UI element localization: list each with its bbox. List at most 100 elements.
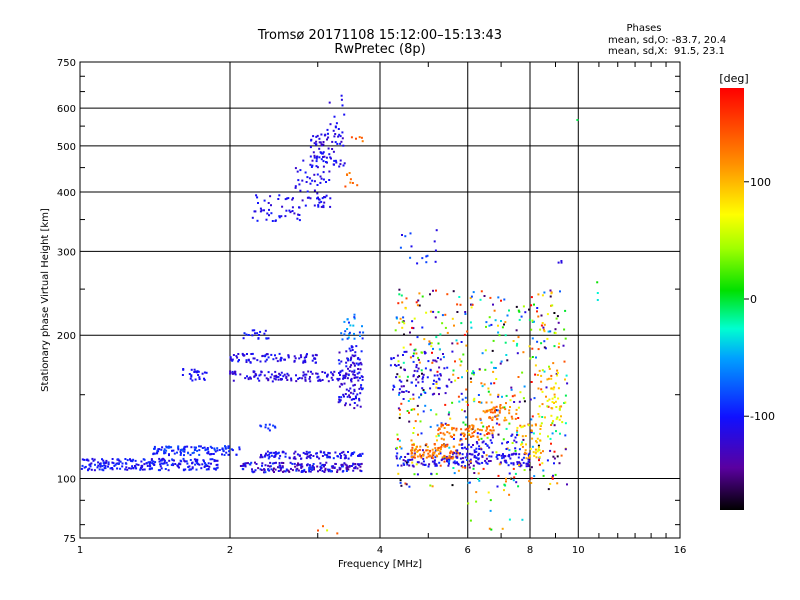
data-point (539, 439, 542, 442)
data-point (87, 468, 90, 471)
data-point (435, 413, 438, 416)
data-point (353, 337, 356, 340)
data-point (323, 451, 326, 454)
data-point (279, 374, 282, 376)
data-point (143, 463, 146, 466)
data-point (452, 437, 455, 440)
data-point (295, 468, 298, 471)
data-point (326, 529, 329, 532)
data-point (503, 323, 505, 326)
data-point (422, 463, 425, 466)
data-point (480, 401, 483, 404)
data-point (203, 460, 205, 463)
data-point (440, 437, 443, 440)
data-point (334, 462, 337, 465)
data-point (521, 425, 524, 428)
data-point (452, 369, 455, 372)
y-tick-label: 500 (57, 142, 76, 153)
data-point (354, 395, 357, 398)
data-point (261, 464, 263, 467)
data-point (317, 470, 319, 473)
data-point (358, 362, 361, 365)
data-point (407, 460, 410, 463)
data-point (316, 455, 318, 458)
data-point (299, 169, 302, 172)
data-point (413, 456, 416, 459)
data-point (548, 398, 551, 401)
data-point (184, 468, 187, 471)
data-point (185, 460, 188, 463)
data-point (316, 465, 319, 468)
data-point (566, 382, 569, 385)
data-point (502, 453, 504, 456)
data-point (444, 444, 447, 447)
data-point (554, 382, 557, 385)
data-point (322, 178, 325, 181)
data-point (400, 380, 403, 383)
data-point (435, 336, 438, 339)
data-point (396, 464, 399, 467)
data-point (360, 363, 363, 366)
data-point (541, 416, 544, 418)
data-point (125, 466, 128, 469)
data-point (495, 378, 498, 380)
data-point (301, 179, 304, 182)
data-point (392, 388, 394, 391)
data-point (410, 245, 413, 248)
data-point (506, 359, 509, 362)
data-point (273, 375, 276, 378)
data-point (302, 159, 305, 162)
data-point (293, 452, 296, 455)
data-point (404, 460, 407, 463)
data-point (171, 458, 174, 461)
data-point (495, 456, 498, 458)
data-point (445, 457, 448, 460)
data-point (560, 415, 562, 418)
data-point (356, 404, 359, 407)
data-point (316, 134, 319, 137)
data-point (334, 133, 337, 135)
data-point (287, 469, 290, 472)
data-point (412, 465, 415, 468)
data-point (529, 454, 532, 457)
data-point (528, 452, 531, 455)
data-point (490, 441, 493, 444)
data-point (102, 459, 105, 462)
data-point (511, 417, 514, 420)
data-point (297, 179, 300, 182)
data-point (328, 153, 331, 156)
data-point (451, 428, 454, 431)
data-point (445, 455, 448, 458)
data-point (516, 426, 519, 429)
data-point (540, 314, 543, 317)
data-point (353, 402, 356, 404)
data-point (447, 424, 450, 426)
colorbar-tick-label: 0 (750, 293, 757, 306)
data-point (268, 423, 271, 426)
data-point (396, 373, 399, 376)
data-point (325, 161, 327, 163)
data-point (318, 457, 321, 460)
data-point (340, 140, 343, 143)
data-point (496, 485, 499, 488)
data-point (475, 418, 478, 421)
x-axis-ticks: 1 2 4 6 8 10 16 (77, 62, 686, 556)
data-point (273, 377, 276, 380)
data-point (343, 333, 346, 336)
data-point (500, 299, 502, 302)
data-point (398, 393, 400, 396)
data-point (348, 321, 350, 324)
data-point (402, 316, 405, 319)
data-point (351, 370, 354, 373)
data-point (265, 452, 267, 455)
data-point (325, 194, 328, 197)
data-point (275, 452, 278, 455)
data-point (476, 428, 479, 431)
data-point (290, 377, 293, 380)
data-point (508, 449, 511, 452)
data-point (237, 353, 240, 355)
data-point (338, 133, 341, 136)
data-point (259, 207, 262, 210)
data-point (242, 353, 244, 356)
data-point (242, 337, 245, 340)
